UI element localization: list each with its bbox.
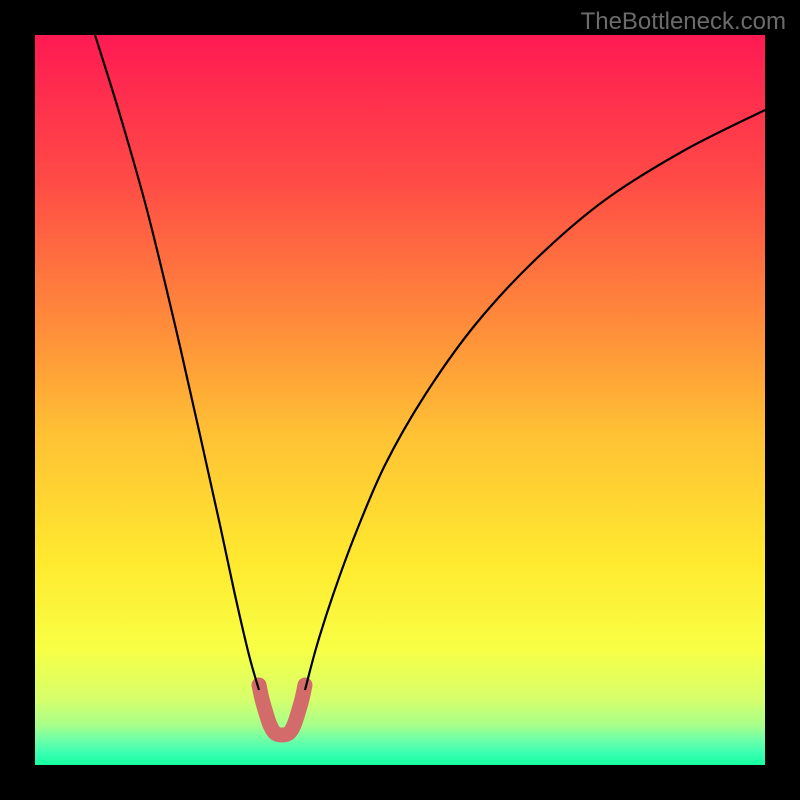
gradient-background xyxy=(35,35,765,765)
chart-plot-area xyxy=(35,35,765,765)
watermark-text: TheBottleneck.com xyxy=(581,8,786,36)
chart-svg xyxy=(35,35,765,765)
